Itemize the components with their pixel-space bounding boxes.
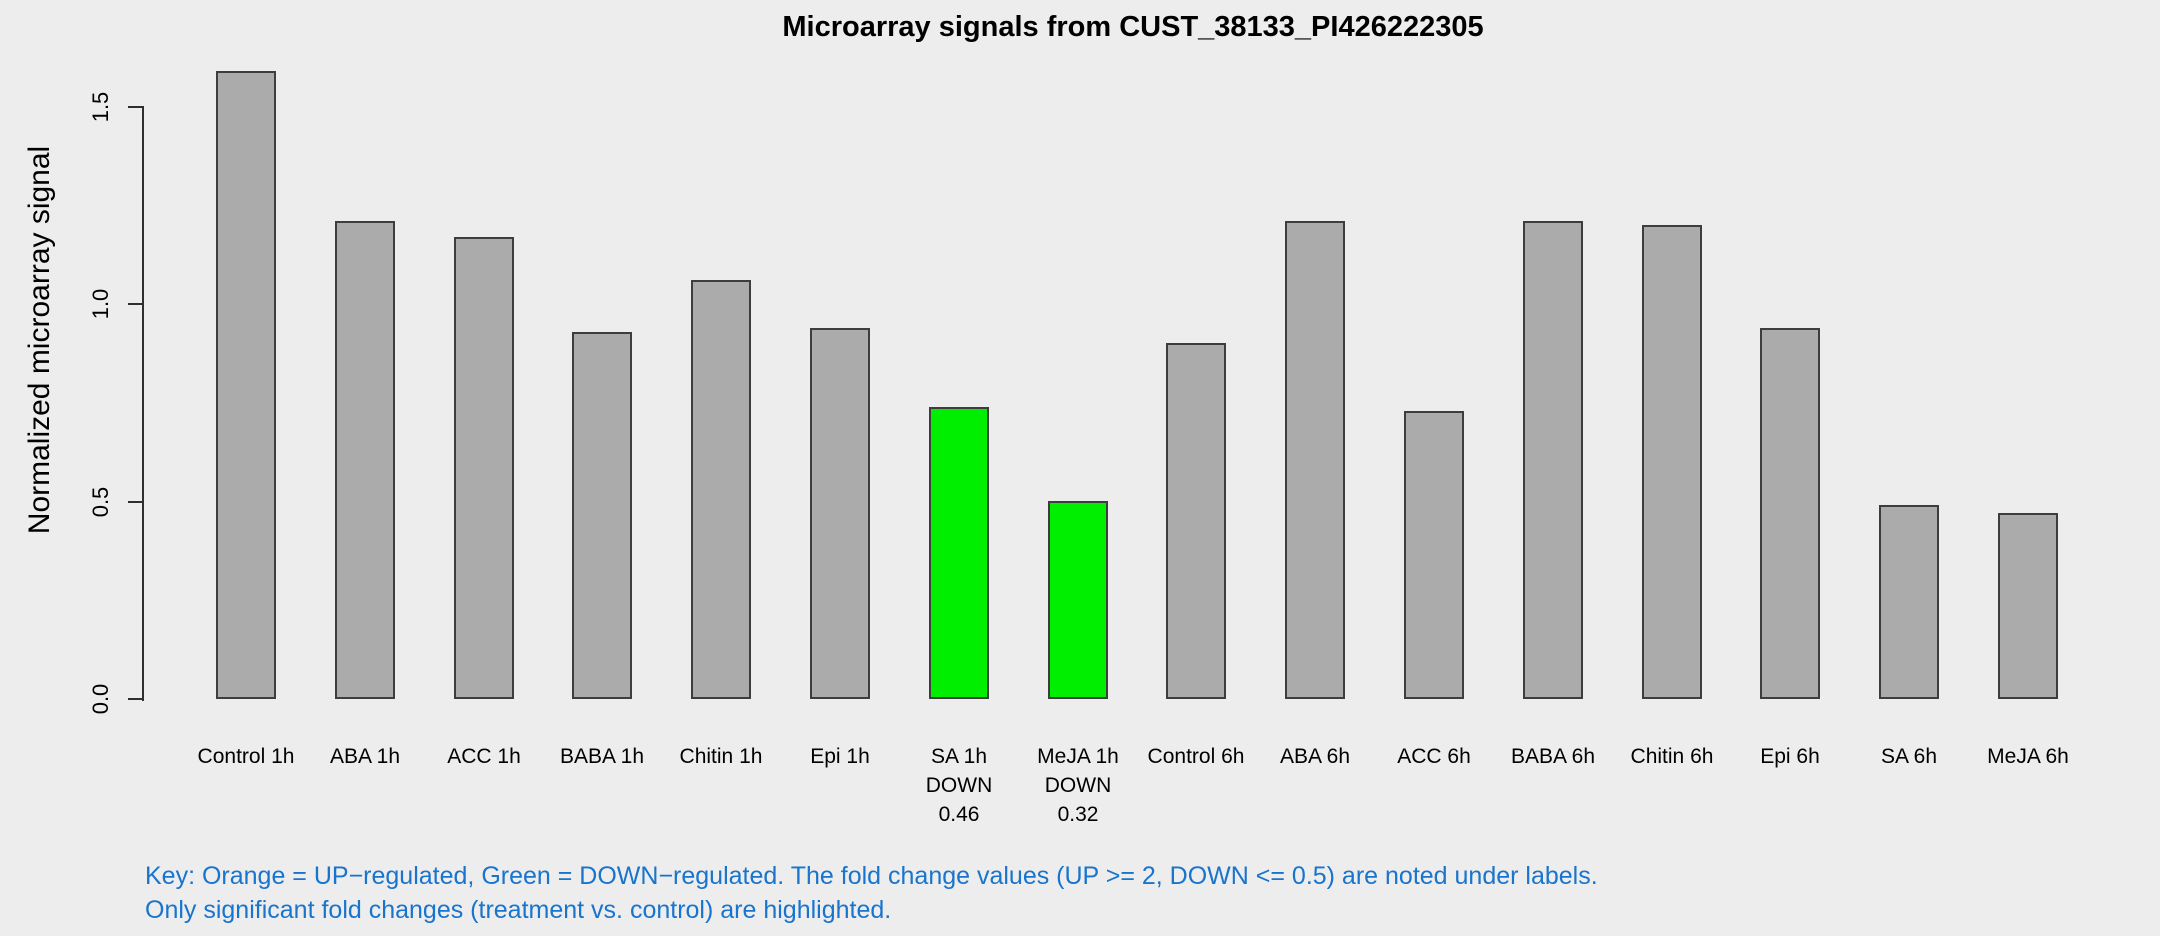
x-axis-label: ACC 6h — [1324, 742, 1544, 771]
bar-meja-6h — [1998, 513, 2058, 699]
bar-aba-6h — [1285, 221, 1345, 699]
y-tick-mark — [128, 105, 142, 108]
x-axis-label: ACC 1h — [374, 742, 594, 771]
x-axis-label-text: BABA 1h — [559, 745, 645, 768]
x-axis-label-text: ACC 6h — [1397, 745, 1471, 768]
x-axis-label-text: ACC 1h — [447, 745, 521, 768]
key-line-2: Only significant fold changes (treatment… — [145, 896, 892, 924]
bar-epi-6h — [1760, 328, 1820, 699]
x-axis-label-text: Chitin 6h — [1630, 745, 1714, 768]
bar-sa-1h — [929, 407, 989, 699]
x-axis-label: SA 6h — [1799, 742, 2019, 771]
x-axis-label: MeJA 1h DOWN 0.32 — [968, 742, 1188, 829]
bar-baba-6h — [1523, 221, 1583, 699]
x-axis-label: ABA 1h — [255, 742, 475, 771]
bar-chitin-1h — [691, 280, 751, 699]
y-tick-label: 1.5 — [88, 91, 113, 122]
key-line-1: Key: Orange = UP−regulated, Green = DOWN… — [145, 862, 1598, 890]
bar-meja-1h — [1048, 501, 1108, 699]
x-axis-label: Control 1h — [136, 742, 356, 771]
x-axis-label: BABA 6h — [1443, 742, 1663, 771]
x-axis-label-text: Control 6h — [1147, 745, 1245, 768]
regulation-text: DOWN — [925, 774, 993, 797]
x-axis-label-text: SA 6h — [1880, 745, 1938, 768]
bar-chitin-6h — [1642, 225, 1702, 699]
bar-sa-6h — [1879, 505, 1939, 699]
x-axis-label-text: ABA 1h — [329, 745, 401, 768]
x-axis-label-text: ABA 6h — [1279, 745, 1351, 768]
x-axis-label-text: SA 1h — [930, 745, 988, 768]
y-tick-mark — [128, 303, 142, 305]
x-axis-label: Chitin 6h — [1562, 742, 1782, 771]
x-axis-label-text: Epi 1h — [810, 745, 870, 768]
x-axis-label: BABA 1h — [492, 742, 712, 771]
bar-epi-1h — [810, 328, 870, 699]
x-axis-label-text: Epi 6h — [1760, 745, 1820, 768]
x-axis-label-text: Chitin 1h — [679, 745, 763, 768]
bar-acc-6h — [1404, 411, 1464, 699]
y-axis-line — [142, 106, 144, 701]
x-axis-label: Chitin 1h — [611, 742, 831, 771]
bar-control-1h — [216, 71, 276, 699]
y-tick-mark — [128, 500, 142, 503]
y-tick-label: 0.5 — [88, 486, 113, 517]
chart-title: Microarray signals from CUST_38133_PI426… — [782, 11, 1484, 43]
y-tick-mark — [128, 698, 142, 700]
y-axis-title: Normalized microarray signal — [23, 145, 56, 535]
x-axis-label: Epi 6h — [1680, 742, 1900, 771]
x-axis-label: ABA 6h — [1205, 742, 1425, 771]
y-tick-label: 1.0 — [88, 288, 113, 320]
x-axis-label-text: MeJA 1h — [1037, 745, 1119, 768]
bar-acc-1h — [454, 237, 514, 699]
x-axis-label: SA 1h DOWN 0.46 — [849, 742, 1069, 829]
x-axis-label-text: Control 1h — [197, 745, 295, 768]
bar-aba-1h — [335, 221, 395, 699]
fold-change-value: 0.46 — [938, 803, 980, 826]
y-tick-label: 0.0 — [88, 683, 113, 715]
x-axis-label-text: BABA 6h — [1510, 745, 1596, 768]
x-axis-label: MeJA 6h — [1918, 742, 2138, 771]
bar-baba-1h — [572, 332, 632, 699]
x-axis-label: Control 6h — [1086, 742, 1306, 771]
x-axis-label: Epi 1h — [730, 742, 950, 771]
fold-change-value: 0.32 — [1057, 803, 1099, 826]
regulation-text: DOWN — [1044, 774, 1112, 797]
x-axis-label-text: MeJA 6h — [1987, 745, 2069, 768]
bar-control-6h — [1166, 343, 1226, 699]
